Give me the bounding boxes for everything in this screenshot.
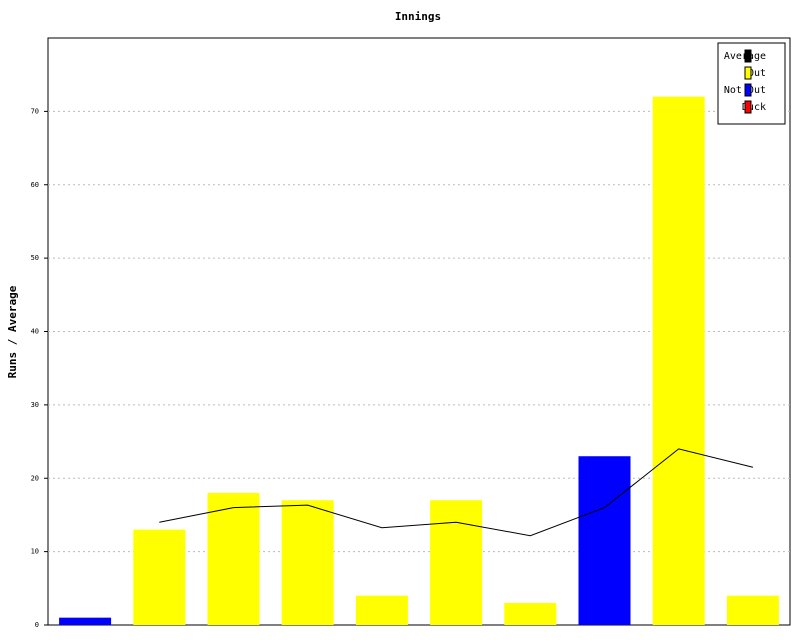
y-tick-label: 30	[31, 401, 39, 409]
bar	[504, 602, 557, 625]
legend-swatch	[744, 83, 752, 97]
average-line	[159, 448, 754, 537]
legend-swatch	[744, 100, 752, 114]
chart-title: Innings	[395, 10, 441, 23]
y-tick-label: 70	[31, 107, 39, 115]
bar	[355, 595, 408, 625]
legend-label: Out	[748, 68, 766, 79]
bar	[652, 96, 705, 625]
bar	[59, 617, 112, 625]
bar	[578, 456, 631, 625]
legend-label: Duck	[742, 102, 766, 113]
bar	[207, 492, 260, 625]
y-tick-label: 60	[31, 181, 39, 189]
legend-swatch	[744, 66, 752, 80]
y-tick-label: 0	[35, 621, 39, 629]
bar	[726, 595, 779, 625]
y-axis-label: Runs / Average	[6, 285, 19, 378]
bar	[281, 500, 334, 625]
legend-swatch	[744, 49, 752, 63]
y-tick-label: 50	[31, 254, 39, 262]
y-tick-label: 40	[31, 328, 39, 336]
bar	[133, 529, 186, 625]
y-tick-label: 10	[31, 548, 39, 556]
y-tick-label: 20	[31, 474, 39, 482]
bar	[430, 500, 483, 625]
